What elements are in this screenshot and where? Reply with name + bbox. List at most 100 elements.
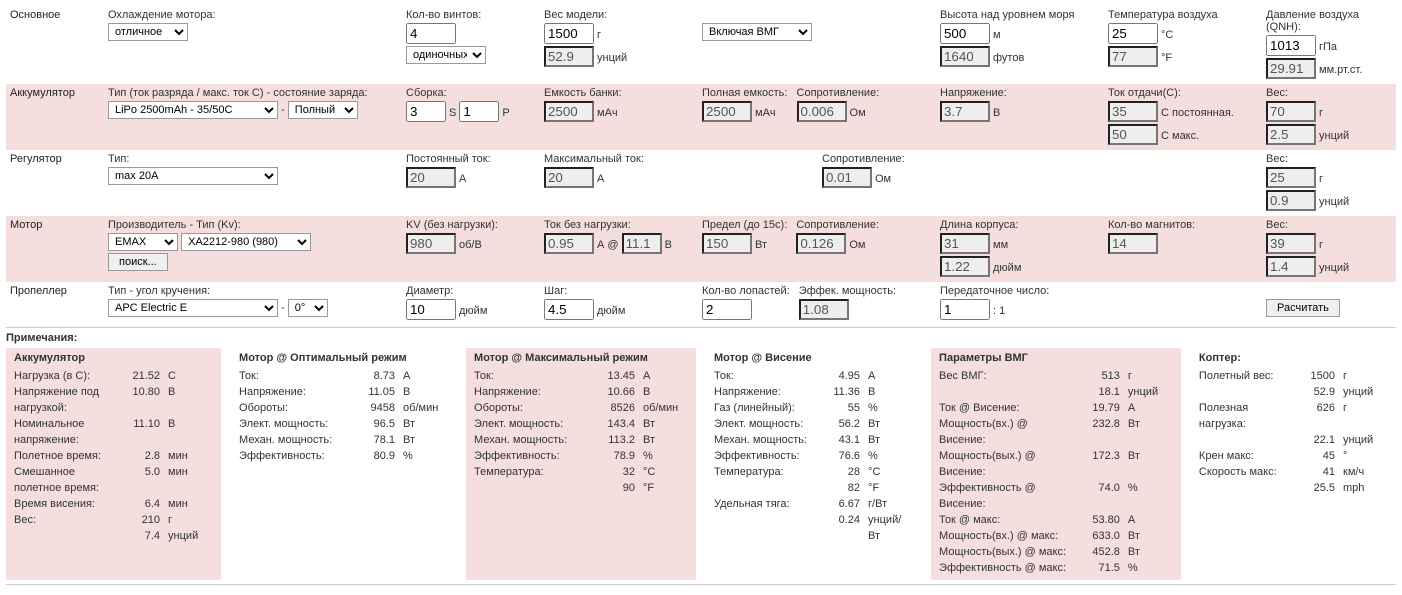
prop-twist-select[interactable]: 0° (288, 299, 328, 317)
result-row: 22.1унций (1199, 432, 1388, 448)
mot-model-select[interactable]: XA2212-980 (980) (181, 233, 311, 251)
rotors-input[interactable] (406, 23, 456, 44)
result-title: Мотор @ Оптимальный режим (239, 352, 448, 364)
mot-weight-label: Вес: (1266, 219, 1392, 231)
result-row: Время висения:6.4мин (14, 496, 213, 512)
calculate-button[interactable]: Расчитать (1266, 299, 1340, 317)
result-row: Напряжение:11.05В (239, 384, 448, 400)
unit-oz: унций (597, 52, 627, 64)
rotor-config-select[interactable]: одиночных (406, 46, 486, 64)
press-hpa-input[interactable] (1266, 35, 1316, 56)
result-row: Элект. мощность:56.2Вт (714, 416, 913, 432)
bat-crate-label: Ток отдачи(С): (1108, 87, 1258, 99)
result-row: Номинальное напряжение:11.10В (14, 416, 213, 448)
mot-noload-label: Ток без нагрузки: (544, 219, 694, 231)
bat-p-input[interactable] (459, 101, 499, 122)
bat-crate-cont-input (1108, 101, 1158, 122)
unit-ft: футов (993, 52, 1024, 64)
result-row: Вес:210г (14, 512, 213, 528)
result-row: Мощность(вх.) @ Висение:232.8Вт (939, 416, 1173, 448)
result-row: Нагрузка (в С):21.52С (14, 368, 213, 384)
bat-type-label: Тип (ток разряда / макс. ток С) - состоя… (108, 87, 398, 99)
result-row: Удельная тяга:6.67г/Вт (714, 496, 913, 512)
esc-cont-label: Постоянный ток: (406, 153, 536, 165)
include-drive-select[interactable]: Включая ВМГ (702, 23, 812, 41)
result-row: Механ. мощность:113.2Вт (474, 432, 688, 448)
result-row: Элект. мощность:143.4Вт (474, 416, 688, 432)
result-opt: Мотор @ Оптимальный режим Ток:8.73АНапряж… (231, 348, 456, 580)
esc-weight-label: Вес: (1266, 153, 1392, 165)
bat-tcap-label: Полная емкость: (702, 87, 787, 99)
result-row: 25.5mph (1199, 480, 1388, 496)
rotors-label: Кол-во винтов: (406, 9, 536, 21)
bat-weight-g (1266, 101, 1316, 122)
prop-type-select[interactable]: APC Electric E (108, 299, 278, 317)
elev-m-input[interactable] (940, 23, 990, 44)
prop-blades-input[interactable] (702, 299, 752, 320)
esc-res-label: Сопротивление: (822, 153, 905, 165)
result-bat: АккумуляторНагрузка (в С):21.52СНапряжен… (6, 348, 221, 580)
result-row: Газ (линейный):55% (714, 400, 913, 416)
result-hov: Мотор @ ВисениеТок:4.95АНапряжение:11.36… (706, 348, 921, 580)
mot-poles-input (1108, 233, 1158, 254)
result-row: 18.1унций (939, 384, 1173, 400)
esc-max-label: Максимальный ток: (544, 153, 694, 165)
mot-mfr-select[interactable]: EMAX (108, 233, 178, 251)
motor-search-button[interactable]: поиск... (108, 253, 168, 271)
weight-label: Вес модели: (544, 9, 694, 21)
mot-type-label: Производитель - Тип (Kv): (108, 219, 398, 231)
prop-pconst-label: Эффек. мощность: (799, 285, 896, 297)
prop-pitch-label: Шаг: (544, 285, 694, 297)
result-row: Смешанное полетное время:5.0мин (14, 464, 213, 496)
prop-dia-label: Диаметр: (406, 285, 536, 297)
result-row: Ток @ Висение:19.79А (939, 400, 1173, 416)
bat-conf-label: Сборка: (406, 87, 536, 99)
mot-len-label: Длина корпуса: (940, 219, 1100, 231)
result-row: Эффективность:76.6% (714, 448, 913, 464)
bat-s-input[interactable] (406, 101, 446, 122)
unit-hpa: гПа (1319, 41, 1337, 53)
elev-label: Высота над уровнем моря (940, 9, 1100, 21)
press-mm-input (1266, 58, 1316, 79)
result-row: 0.24унций/Вт (714, 512, 913, 544)
result-row: 52.9унций (1199, 384, 1388, 400)
result-row: Обороты:9458об/мин (239, 400, 448, 416)
result-drive: Параметры ВМГВес ВМГ:513г18.1унцийТок @ … (931, 348, 1181, 580)
mot-kv-input (406, 233, 456, 254)
bat-cap-label: Емкость банки: (544, 87, 694, 99)
result-row: Эффективность @ Висение:74.0% (939, 480, 1173, 512)
bat-volt-input (940, 101, 990, 122)
unit-mm: мм.рт.ст. (1319, 64, 1362, 76)
mot-noload-v (622, 233, 662, 254)
section-main: Основное (6, 6, 104, 84)
press-label: Давление воздуха (QNH): (1266, 9, 1392, 33)
result-row: Мощность(вых.) @ макс:452.8Вт (939, 544, 1173, 560)
unit-f: °F (1161, 52, 1172, 64)
prop-dia-input[interactable] (406, 299, 456, 320)
result-row: Ток:13.45А (474, 368, 688, 384)
result-row: Ток:8.73А (239, 368, 448, 384)
bat-state-select[interactable]: Полный (288, 101, 358, 119)
esc-type-select[interactable]: max 20A (108, 167, 278, 185)
result-row: Крен макс:45° (1199, 448, 1388, 464)
cooling-select[interactable]: отличное (108, 23, 188, 41)
bat-type-select[interactable]: LiPo 2500mAh - 35/50C (108, 101, 278, 119)
temp-c-input[interactable] (1108, 23, 1158, 44)
unit-g: г (597, 29, 601, 41)
result-title: Коптер: (1199, 352, 1388, 364)
result-row: Полетный вес:1500г (1199, 368, 1388, 384)
prop-pitch-input[interactable] (544, 299, 594, 320)
bat-res-label: Сопротивление: (797, 87, 880, 99)
prop-blades-label: Кол-во лопастей: (702, 285, 790, 297)
mot-weight-oz (1266, 256, 1316, 277)
weight-g-input[interactable] (544, 23, 594, 44)
mot-res-input (796, 233, 846, 254)
bat-weight-oz (1266, 124, 1316, 145)
esc-weight-g (1266, 167, 1316, 188)
esc-type-label: Тип: (108, 153, 398, 165)
mot-len-in (940, 256, 990, 277)
result-row: Механ. мощность:78.1Вт (239, 432, 448, 448)
mot-limit-input (702, 233, 752, 254)
prop-gear-input[interactable] (940, 299, 990, 320)
bat-volt-label: Напряжение: (940, 87, 1100, 99)
